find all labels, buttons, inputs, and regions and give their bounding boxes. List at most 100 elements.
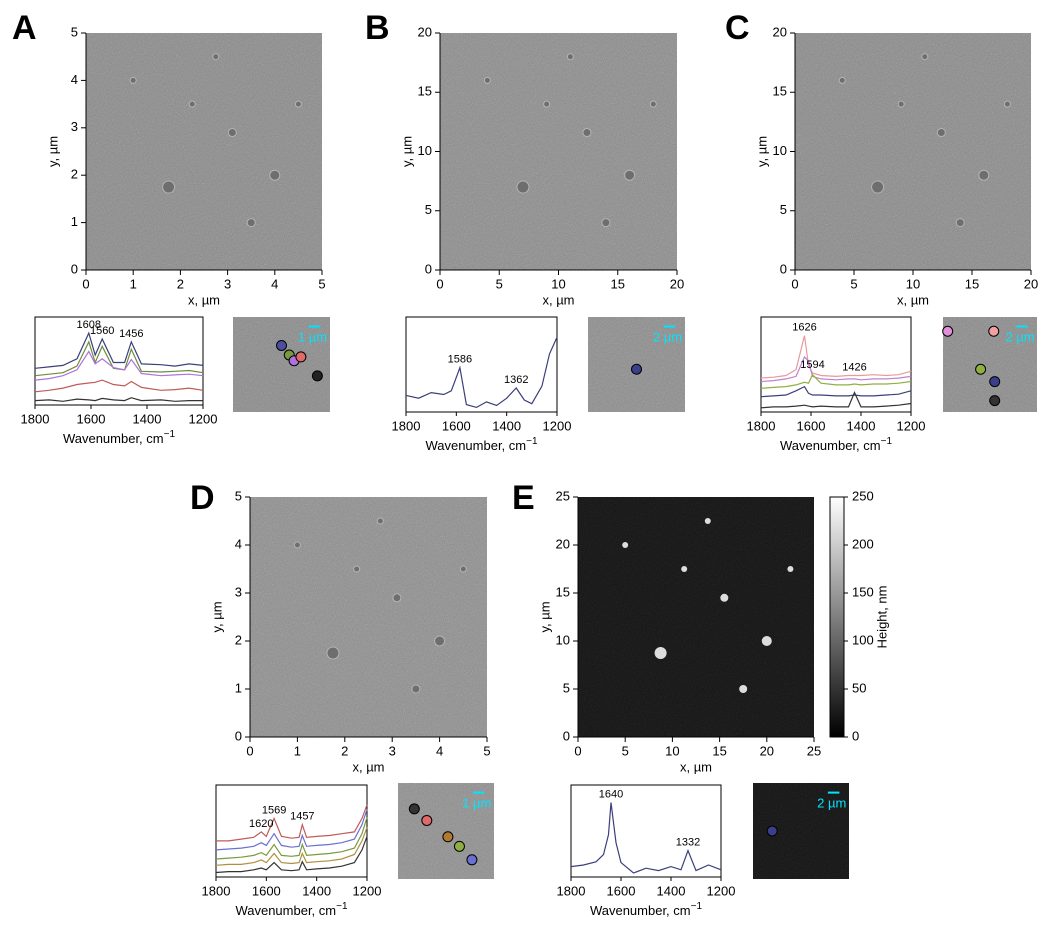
surface-feature: [270, 170, 280, 180]
y-tick-label: 2: [71, 167, 78, 182]
x-tick-label: 0: [791, 276, 798, 291]
x-tick-label: 1200: [353, 883, 382, 898]
scale-bar-label: 2 µm: [817, 796, 846, 811]
surface-feature: [294, 542, 300, 548]
x-axis-label-exponent: −1: [881, 436, 893, 447]
surface-feature: [872, 181, 884, 193]
colorbar-tick-label: 50: [852, 680, 866, 695]
surface-feature: [787, 566, 793, 572]
scale-bar-label: 1 µm: [298, 329, 327, 344]
y-tick-label: 4: [71, 72, 78, 87]
surface-feature: [705, 518, 711, 524]
measurement-point: [422, 815, 432, 825]
measurement-point: [312, 371, 322, 381]
y-axis-label: y, µm: [209, 601, 224, 632]
x-tick-label: 15: [611, 276, 625, 291]
x-tick-label: 1400: [133, 411, 162, 426]
x-tick-label: 4: [436, 743, 443, 758]
x-tick-label: 1800: [747, 418, 776, 433]
panel-letter: D: [190, 479, 215, 517]
x-tick-label: 0: [574, 743, 581, 758]
surface-feature: [655, 647, 667, 659]
surface-feature: [213, 54, 219, 60]
surface-feature: [583, 129, 591, 137]
colorbar-tick-label: 200: [852, 536, 874, 551]
y-tick-label: 20: [556, 536, 570, 551]
surface-feature: [762, 636, 772, 646]
measurement-point: [990, 377, 1000, 387]
surface-feature: [898, 101, 904, 107]
surface-feature: [937, 129, 945, 137]
x-axis-label: x, µm: [188, 292, 220, 307]
measurement-point: [767, 826, 777, 836]
x-axis-label-exponent: −1: [691, 901, 703, 912]
panel-letter: E: [512, 479, 535, 517]
y-tick-label: 10: [773, 143, 787, 158]
colorbar-tick-label: 250: [852, 488, 874, 503]
y-tick-label: 0: [235, 728, 242, 743]
peak-label: 1560: [90, 325, 114, 337]
surface-feature: [922, 54, 928, 60]
x-axis-label: Wavenumber, cm−1: [590, 901, 703, 919]
x-axis-label: Wavenumber, cm−1: [780, 436, 893, 454]
surface-feature: [295, 101, 301, 107]
x-tick-label: 25: [807, 743, 821, 758]
y-tick-label: 15: [418, 84, 432, 99]
x-tick-label: 20: [760, 743, 774, 758]
colorbar-tick-label: 150: [852, 584, 874, 599]
x-axis-label: x, µm: [680, 759, 712, 774]
x-tick-label: 15: [712, 743, 726, 758]
x-axis-label-exponent: −1: [164, 429, 176, 440]
peak-label: 1626: [792, 322, 816, 334]
spectrum-frame: [761, 317, 911, 412]
colorbar: [830, 497, 844, 737]
x-tick-label: 2: [177, 276, 184, 291]
x-tick-label: 5: [483, 743, 490, 758]
x-tick-label: 2: [341, 743, 348, 758]
surface-feature: [247, 219, 255, 227]
measurement-point: [443, 832, 453, 842]
spectrum-line: [406, 337, 557, 407]
x-axis-label-text: Wavenumber, cm: [590, 903, 691, 918]
y-tick-label: 0: [563, 728, 570, 743]
x-tick-label: 1200: [707, 883, 736, 898]
y-tick-label: 1: [235, 680, 242, 695]
x-axis-label-text: Wavenumber, cm: [780, 438, 881, 453]
x-axis-label: x, µm: [352, 759, 384, 774]
y-axis-label: y, µm: [45, 136, 60, 167]
surface-feature: [460, 566, 466, 572]
surface-feature: [650, 101, 656, 107]
peak-label: 1362: [504, 374, 528, 386]
x-axis-label-text: Wavenumber, cm: [63, 431, 164, 446]
surface-feature: [956, 219, 964, 227]
spectrum-frame: [571, 785, 721, 877]
x-tick-label: 5: [496, 276, 503, 291]
colorbar-tick-label: 100: [852, 632, 874, 647]
measurement-point: [467, 855, 477, 865]
spectrum-line: [761, 336, 911, 378]
x-tick-label: 1800: [202, 883, 231, 898]
measurement-point: [632, 364, 642, 374]
y-tick-label: 15: [773, 84, 787, 99]
surface-feature: [377, 518, 383, 524]
y-axis-label: y, µm: [754, 136, 769, 167]
measurement-point: [943, 326, 953, 336]
colorbar-tick-label: 0: [852, 728, 859, 743]
x-tick-label: 5: [850, 276, 857, 291]
surface-feature: [625, 170, 635, 180]
surface-feature: [839, 77, 845, 83]
x-tick-label: 1800: [392, 418, 421, 433]
x-tick-label: 1400: [657, 883, 686, 898]
measurement-point: [277, 341, 287, 351]
measurement-point: [409, 804, 419, 814]
surface-feature: [602, 219, 610, 227]
x-axis-label-text: Wavenumber, cm: [425, 438, 526, 453]
y-axis-label: y, µm: [537, 601, 552, 632]
afm-image-texture: [440, 33, 677, 270]
y-tick-label: 15: [556, 584, 570, 599]
peak-label: 1569: [262, 804, 286, 816]
x-tick-label: 1800: [21, 411, 50, 426]
y-tick-label: 5: [235, 488, 242, 503]
x-tick-label: 10: [906, 276, 920, 291]
x-tick-label: 1600: [607, 883, 636, 898]
